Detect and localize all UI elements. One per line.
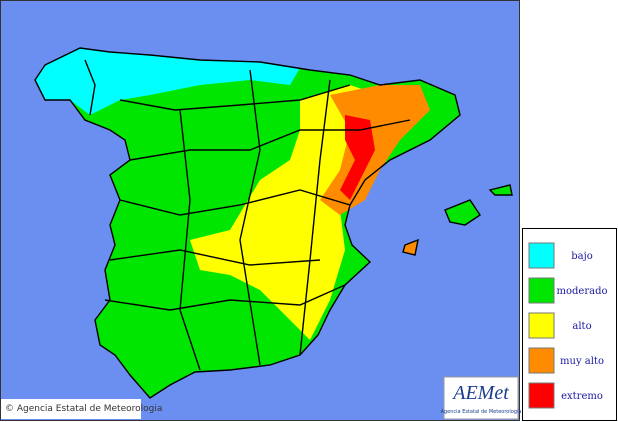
legend-items: bajo moderado alto muy alto extremo [528, 242, 608, 409]
legend-label: extremo [561, 391, 603, 402]
low-risk-area [35, 48, 300, 115]
legend-swatch [528, 347, 555, 374]
credit-box [1, 399, 141, 419]
legend-label: bajo [571, 251, 592, 262]
legend-label: alto [572, 321, 591, 332]
logo-box [443, 376, 519, 420]
island [445, 200, 480, 225]
credit: © Agencia Estatal de Meteorologia [5, 404, 162, 414]
legend-swatch [528, 312, 555, 339]
legend-label: muy alto [560, 356, 604, 367]
extreme-risk-area [340, 115, 375, 200]
province-borders [34, 47, 513, 399]
island [490, 185, 512, 195]
island [403, 240, 418, 255]
legend-swatch [528, 382, 555, 409]
logo-subtitle: Agencia Estatal de Meteorologia [441, 409, 522, 415]
legend-label: moderado [557, 286, 608, 297]
map [35, 48, 512, 398]
high-risk-area [190, 85, 390, 340]
legend-swatch [528, 277, 555, 304]
logo-name: AEMet [451, 382, 509, 404]
legend-swatch [528, 242, 555, 269]
